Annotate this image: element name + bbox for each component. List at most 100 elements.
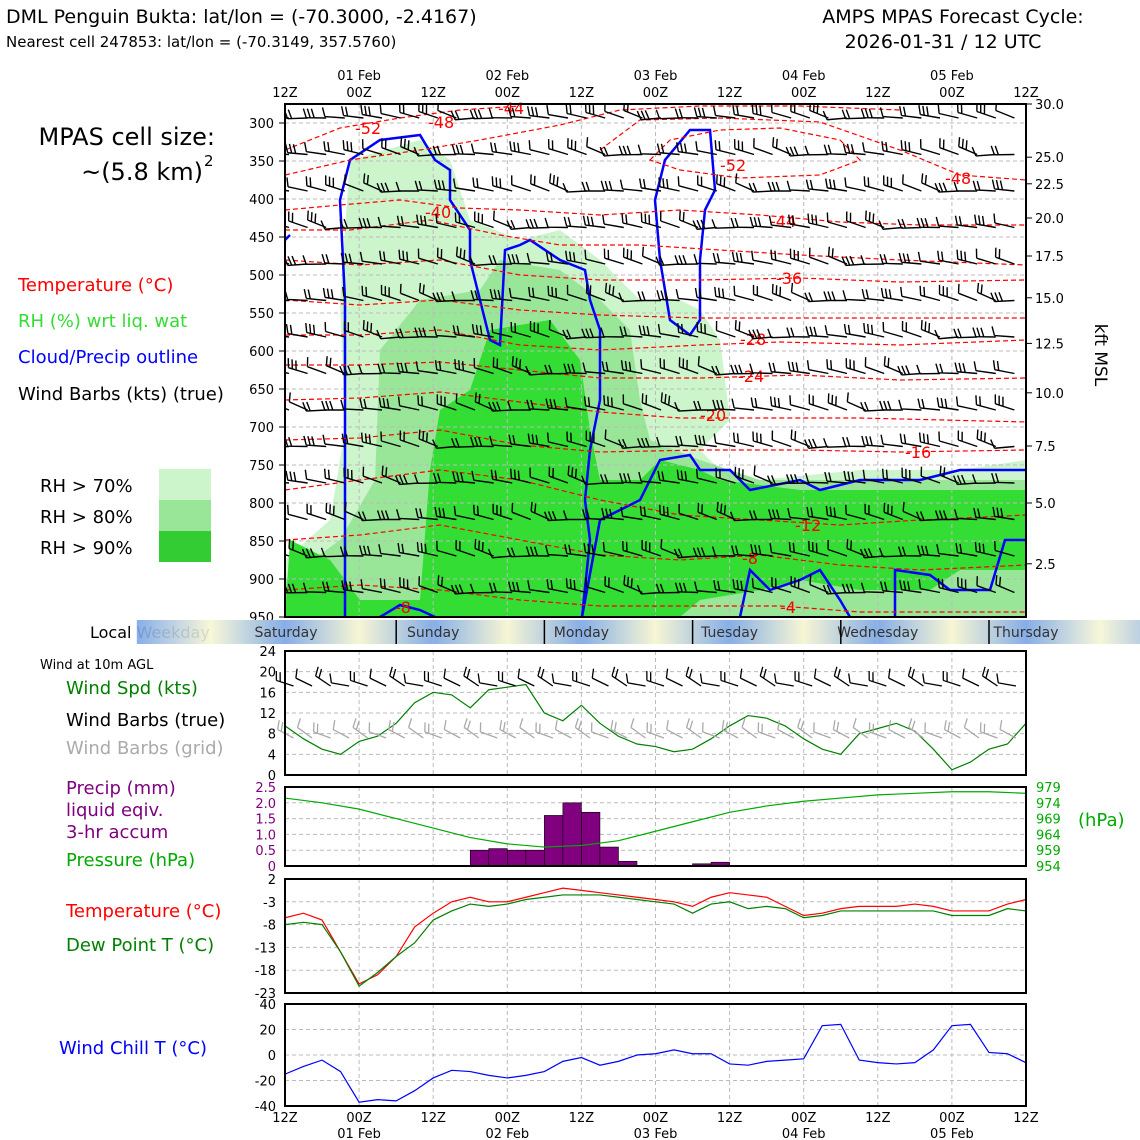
wind-barb [581,181,606,192]
wind-barb [432,145,457,156]
wind-barb [845,504,866,521]
wind-barb [343,320,364,338]
wind-barb [922,673,943,687]
wind-barb [488,108,513,119]
wind-barb [418,576,439,594]
wind-barb [285,143,308,156]
wind-barb [734,466,755,484]
wind-barb [332,720,350,739]
wind-barb [937,578,959,594]
legend-rh70-swatch [159,469,211,500]
wind-barb [507,400,531,411]
wind-barb [898,106,922,119]
wind-barb [287,504,308,521]
wind-barb [397,396,420,411]
wind-barb [868,670,887,687]
wind-barb [813,668,832,687]
wind-barb [826,212,848,229]
wind-barb [528,286,550,302]
wind-barb [637,291,661,302]
wind-barb [618,292,643,303]
wind-barb [995,575,1015,594]
wind-barb [360,579,383,594]
pressure-tick-label: 450 [249,231,274,246]
wind-barb [450,584,476,595]
wind-barb [321,581,345,594]
cross-section-frame [284,103,1027,618]
wind-barb [766,475,792,486]
wind-barb [455,246,476,265]
bottom-hour-label: 00Z [643,1111,669,1126]
isotherm-label: -20 [700,406,726,425]
wind-barb [900,140,922,156]
wind-barb [901,320,922,338]
y-tick-label: 0.5 [255,844,276,859]
wind-barb [695,141,717,156]
wind-barb [546,432,569,448]
wind-barb [825,505,848,521]
wind-barb [916,217,941,229]
wind-barb [352,718,369,739]
bottom-hour-label: 00Z [791,1111,817,1126]
wind-barb [789,395,810,411]
wind-barb [952,474,978,486]
wind-barb [953,181,978,192]
wind-barb [917,251,941,265]
wind-barb [955,543,978,557]
wind-barb [519,718,535,739]
wind-barb [976,576,997,594]
wind-barb [584,104,606,119]
pressure-tick-label: 954 [1036,860,1061,875]
wind-barb [565,104,587,119]
y-tick-label: 0 [268,769,276,784]
wind-barb [491,176,513,192]
wind-barb [591,668,609,687]
wind-barb [752,284,773,302]
wind-barb [611,666,628,687]
panel-background [285,787,1026,866]
wind-barb [548,466,569,484]
wind-barb [487,548,513,559]
wind-barb [600,327,624,338]
top-date-label: 02 Feb [485,69,529,84]
wind-barb [861,288,885,302]
wind-barb [508,434,531,448]
wind-barb [822,110,848,121]
wind-speed-label: Wind Spd (kts) [66,678,198,699]
height-tick-label: 25.0 [1035,151,1064,166]
cross-section-panel: -52 -48 -44 -40 -52 -48 -44 -36 -28 -24 … [284,99,1027,618]
wind-barb [622,247,643,265]
y-tick-label: -8 [263,919,276,934]
wind-barb [630,718,646,739]
wind-barb [551,673,572,687]
wind-barb [641,393,662,411]
wind-barb [377,216,401,229]
wind-barb [415,507,438,521]
wind-barb [340,106,364,119]
wind-barb [489,288,513,302]
wind-barb [580,475,606,486]
surface-wind-barbs [275,666,1017,687]
top-hour-label: 12Z [865,86,891,101]
wind-barb [488,255,513,266]
wind-barb [729,511,755,522]
wind-barb [864,503,885,521]
wind-barb [956,249,978,265]
y-tick-label: 2.5 [255,781,276,796]
wind-barb [794,670,813,687]
wind-barb [435,213,457,229]
legend-rh: RH (%) wrt liq. wat [18,311,187,332]
wind-barb [416,541,438,557]
wind-barb [341,433,364,448]
wind-barb [396,215,420,229]
wind-barb [655,256,680,267]
isotherm-label: -48 [945,169,971,188]
wind-barb [898,399,922,411]
wind-barb [358,364,383,375]
wind-barb [916,364,941,375]
wind-barb [990,145,1015,156]
wind-barb [599,474,624,485]
wind-barb [604,104,625,119]
wind-barb [733,285,755,302]
wind-barb [721,720,739,739]
